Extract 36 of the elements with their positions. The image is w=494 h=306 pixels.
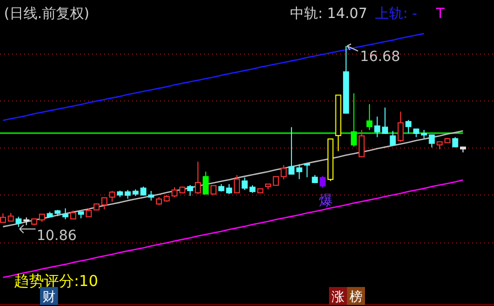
- candlestick: [374, 116, 380, 138]
- candlestick: [405, 120, 412, 134]
- candlestick: [452, 136, 458, 148]
- candlestick: [382, 107, 388, 134]
- candlestick: [172, 186, 178, 198]
- text: 榜: [350, 290, 362, 305]
- candlestick: [296, 164, 302, 180]
- candlestick: [320, 175, 326, 188]
- text: 涨: [332, 290, 344, 305]
- text: 10.86: [36, 228, 77, 244]
- annotation: 16.68: [360, 49, 400, 65]
- candlestick: [242, 177, 248, 190]
- text: 中轨: 14.07: [290, 6, 368, 22]
- candlestick: [288, 126, 294, 175]
- candlestick: [202, 171, 209, 195]
- candlestick: [62, 208, 68, 220]
- candlestick: [187, 184, 194, 196]
- text: 上轨: -: [375, 6, 418, 22]
- candlestick: [390, 130, 396, 146]
- annotation: 爆: [319, 193, 333, 209]
- candlestick: [16, 216, 22, 228]
- text: 趋势评分:10: [14, 272, 98, 290]
- candlestick: [304, 163, 310, 178]
- candlestick: [234, 174, 240, 194]
- candlestick: [350, 92, 357, 148]
- candlestick: [358, 129, 365, 158]
- candlestick: [194, 161, 201, 195]
- text: 财: [42, 290, 56, 305]
- candlestick: [0, 212, 6, 223]
- text: T: [435, 6, 445, 22]
- candlestick: [109, 190, 116, 202]
- candlestick: [428, 134, 435, 148]
- candlestick: [101, 197, 108, 210]
- chart-title: (日线.前复权): [4, 6, 90, 22]
- candlestick: [398, 111, 404, 142]
- candlestick: [366, 104, 372, 130]
